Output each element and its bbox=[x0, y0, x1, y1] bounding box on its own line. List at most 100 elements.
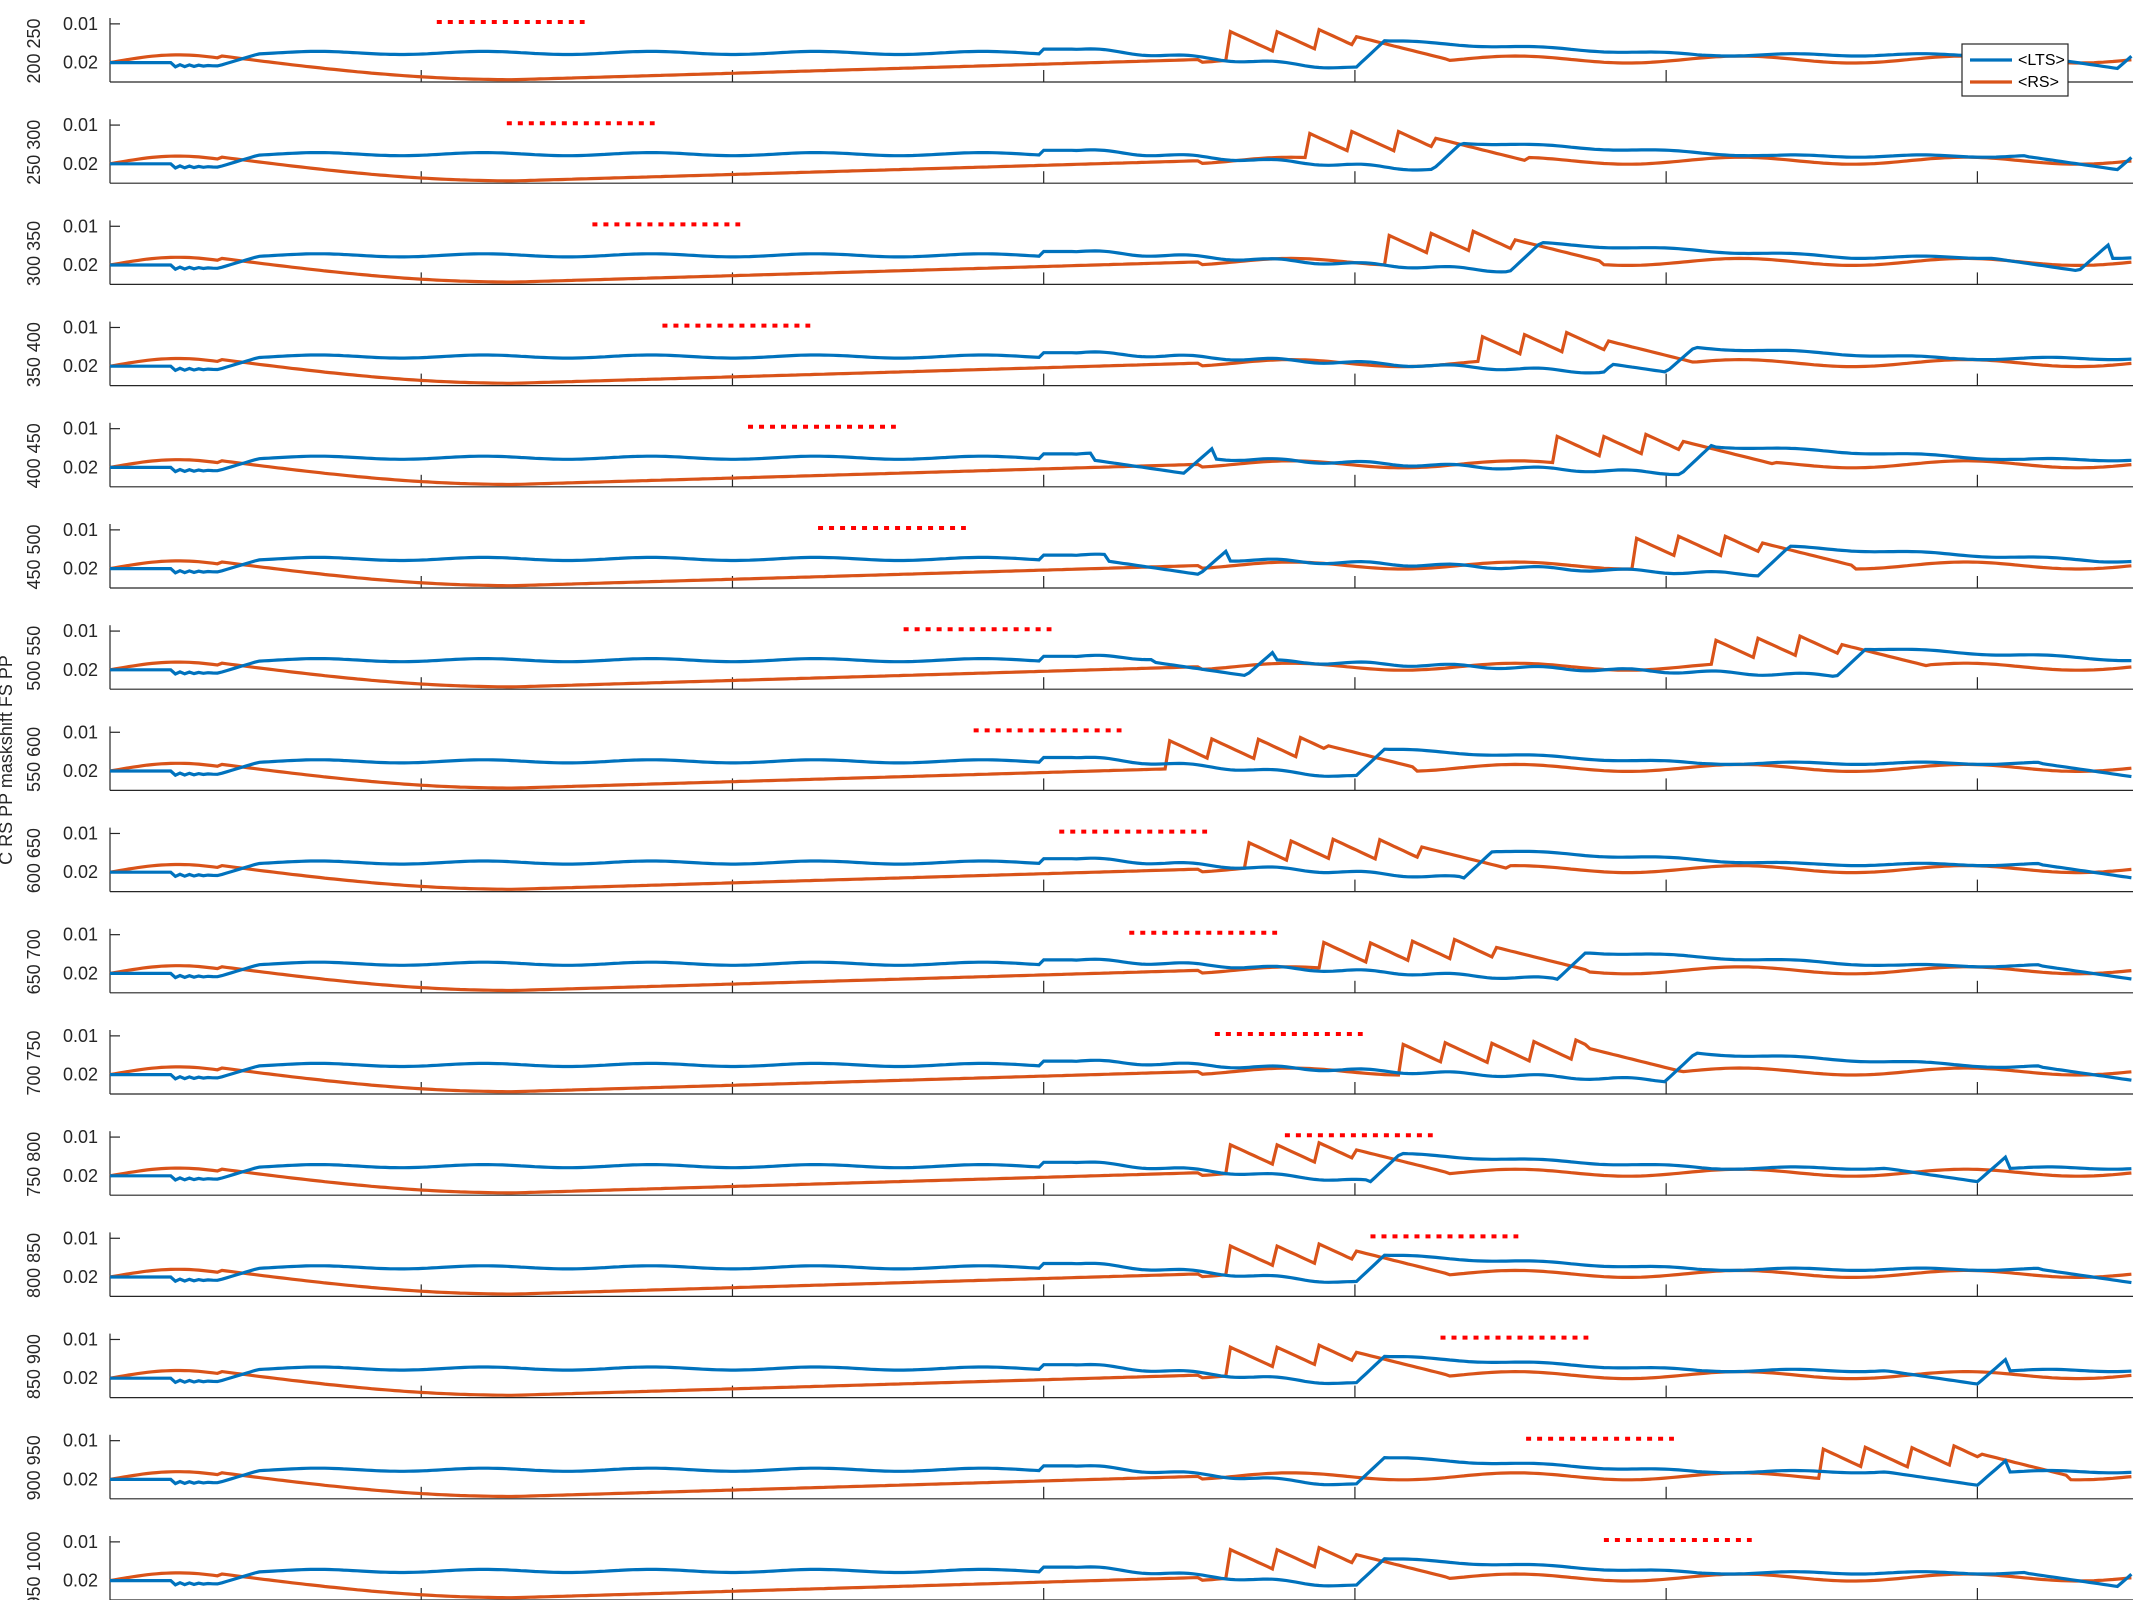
panel-left-label: 800 850 bbox=[24, 1233, 44, 1298]
panel-left-label: 750 800 bbox=[24, 1132, 44, 1197]
panel-2: 0.01 0.02 250 300 bbox=[24, 115, 2133, 185]
series-rs-line bbox=[109, 27, 2132, 82]
series-rs-line bbox=[109, 534, 2132, 588]
series-lts-line bbox=[110, 141, 2133, 172]
y-tick-label: 0.02 bbox=[63, 457, 98, 477]
y-tick-label: 0.01 bbox=[63, 1127, 98, 1147]
series-lts-line bbox=[110, 1253, 2132, 1285]
y-tick-label: 0.02 bbox=[63, 1571, 98, 1591]
series-lts-line bbox=[110, 443, 2132, 477]
legend-label: <RS> bbox=[2018, 74, 2059, 91]
panel-left-label: 550 600 bbox=[24, 727, 44, 792]
panel-left-label: 450 500 bbox=[24, 524, 44, 589]
panel-6: 0.01 0.02 450 500 bbox=[24, 520, 2133, 590]
series-rs-line bbox=[109, 1140, 2132, 1195]
panel-left-label: 650 700 bbox=[24, 929, 44, 994]
panel-5: 0.01 0.02 400 450 bbox=[24, 419, 2133, 488]
series-rs-line bbox=[109, 432, 2132, 487]
panel-14: 0.01 0.02 850 900 bbox=[24, 1329, 2133, 1399]
panel-left-label: 950 1000 bbox=[24, 1531, 44, 1600]
panel-9: 0.01 0.02 600 650 bbox=[24, 823, 2133, 893]
series-lts-line bbox=[110, 1354, 2132, 1386]
series-lts-line bbox=[110, 1557, 2133, 1589]
y-tick-label: 0.01 bbox=[63, 115, 98, 135]
panel-11: 0.01 0.02 700 750 bbox=[24, 1026, 2133, 1096]
panel-left-label: 500 550 bbox=[24, 626, 44, 691]
y-tick-label: 0.02 bbox=[63, 1166, 98, 1186]
y-label-text: C RS PP maskshift FS PP bbox=[0, 655, 16, 865]
series-lts-line bbox=[110, 345, 2132, 375]
y-tick-label: 0.02 bbox=[63, 1065, 98, 1085]
panel-left-label: 900 950 bbox=[24, 1435, 44, 1500]
panel-1: 0.01 0.02 200 250 bbox=[24, 14, 2133, 84]
y-tick-label: 0.01 bbox=[63, 1431, 98, 1451]
panel-16: 0.01 0.02 950 1000 bbox=[24, 1531, 2133, 1600]
y-tick-label: 0.02 bbox=[63, 356, 98, 376]
y-tick-label: 0.01 bbox=[63, 520, 98, 540]
panel-left-label: 700 750 bbox=[24, 1030, 44, 1095]
series-rs-line bbox=[109, 129, 2132, 183]
panel-left-label: 850 900 bbox=[24, 1334, 44, 1399]
series-rs-line bbox=[109, 1443, 2132, 1499]
panel-left-label: 400 450 bbox=[24, 423, 44, 488]
y-tick-label: 0.02 bbox=[63, 559, 98, 579]
series-rs-line bbox=[109, 1545, 2132, 1600]
y-tick-label: 0.02 bbox=[63, 53, 98, 73]
series-rs-line bbox=[109, 330, 2132, 385]
y-tick-label: 0.02 bbox=[63, 1469, 98, 1489]
y-tick-label: 0.01 bbox=[63, 216, 98, 236]
y-tick-label: 0.02 bbox=[63, 1267, 98, 1287]
y-tick-label: 0.01 bbox=[63, 1026, 98, 1046]
series-lts-line bbox=[110, 240, 2132, 274]
series-rs-line bbox=[109, 735, 2132, 790]
series-lts-line bbox=[110, 1151, 2132, 1184]
panel-12: 0.01 0.02 750 800 bbox=[24, 1127, 2133, 1197]
y-tick-label: 0.02 bbox=[63, 1368, 98, 1388]
panel-3: 0.01 0.02 300 350 bbox=[24, 216, 2133, 286]
panels-group: 0.01 0.02 200 250 0.01 0.02 250 300 0.01 0.02 30… bbox=[24, 14, 2133, 1600]
panel-left-label: 300 350 bbox=[24, 221, 44, 286]
panel-15: 0.01 0.02 900 950 bbox=[24, 1431, 2133, 1500]
series-rs-line bbox=[109, 229, 2132, 284]
series-lts-line bbox=[110, 39, 2133, 71]
y-tick-label: 0.02 bbox=[63, 761, 98, 781]
series-rs-line bbox=[109, 1241, 2132, 1296]
y-tick-label: 0.01 bbox=[63, 823, 98, 843]
y-tick-label: 0.02 bbox=[63, 154, 98, 174]
panel-left-label: 250 300 bbox=[24, 120, 44, 185]
y-tick-label: 0.01 bbox=[63, 925, 98, 945]
panel-13: 0.01 0.02 800 850 bbox=[24, 1228, 2133, 1298]
y-tick-label: 0.01 bbox=[63, 1329, 98, 1349]
y-tick-label: 0.01 bbox=[63, 1532, 98, 1552]
series-rs-line bbox=[109, 1037, 2132, 1094]
y-tick-label: 0.02 bbox=[63, 862, 98, 882]
series-lts-line bbox=[110, 951, 2132, 981]
y-tick-label: 0.01 bbox=[63, 317, 98, 337]
y-tick-label: 0.01 bbox=[63, 1228, 98, 1248]
series-rs-line bbox=[109, 633, 2132, 689]
y-tick-label: 0.01 bbox=[63, 419, 98, 439]
panel-4: 0.01 0.02 350 400 bbox=[24, 317, 2133, 387]
series-lts-line bbox=[110, 1051, 2132, 1084]
series-lts-line bbox=[110, 849, 2132, 880]
panel-7: 0.01 0.02 500 550 bbox=[24, 621, 2133, 691]
y-axis-label: C RS PP maskshift FS PP bbox=[0, 655, 16, 865]
series-lts-line bbox=[110, 1455, 2132, 1487]
panel-left-label: 350 400 bbox=[24, 322, 44, 387]
panel-8: 0.01 0.02 550 600 bbox=[24, 722, 2133, 792]
series-lts-line bbox=[110, 647, 2132, 678]
y-tick-label: 0.01 bbox=[63, 621, 98, 641]
series-lts-line bbox=[110, 747, 2132, 779]
legend: <LTS> <RS> bbox=[1961, 43, 2069, 97]
legend-label: <LTS> bbox=[2018, 52, 2065, 69]
y-tick-label: 0.01 bbox=[63, 722, 98, 742]
panel-left-label: 200 250 bbox=[24, 18, 44, 83]
series-lts-line bbox=[110, 544, 2132, 578]
panel-left-label: 600 650 bbox=[24, 828, 44, 893]
y-tick-label: 0.02 bbox=[63, 963, 98, 983]
legend-box bbox=[1961, 43, 2069, 97]
y-tick-label: 0.02 bbox=[63, 255, 98, 275]
series-rs-line bbox=[109, 837, 2132, 891]
panel-10: 0.01 0.02 650 700 bbox=[24, 925, 2133, 994]
